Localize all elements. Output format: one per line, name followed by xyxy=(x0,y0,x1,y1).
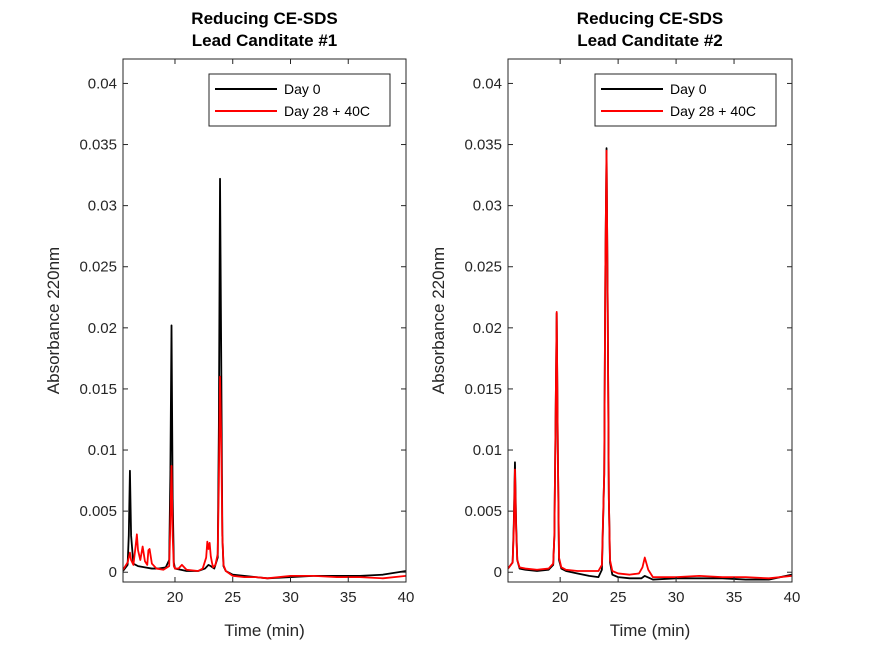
x-tick-label: 25 xyxy=(224,589,241,606)
y-tick-label: 0.035 xyxy=(464,137,502,154)
chart-panel-2: Reducing CE-SDS Lead Canditate #2 20 25 30… xyxy=(429,9,800,640)
y-tick-label: 0.04 xyxy=(473,75,502,92)
y-tick-label: 0.015 xyxy=(79,381,117,398)
x-axis-label: Time (min) xyxy=(610,621,691,640)
y-tick-label: 0.005 xyxy=(79,503,117,520)
legend: Day 0 Day 28 + 40C xyxy=(594,73,777,127)
legend-label-day-0: Day 0 xyxy=(670,81,707,97)
legend: Day 0 Day 28 + 40C xyxy=(208,73,391,127)
legend-label-day-28: Day 28 + 40C xyxy=(284,103,370,119)
x-tick-label: 20 xyxy=(552,589,569,606)
plot-area xyxy=(123,59,406,582)
legend-box xyxy=(208,73,391,127)
legend-label-day-28: Day 28 + 40C xyxy=(670,103,756,119)
y-tick-label: 0.03 xyxy=(88,198,117,215)
plot-area xyxy=(508,59,792,582)
series-line-day-28-40c xyxy=(123,375,406,580)
series-line-day-0 xyxy=(508,147,792,581)
y-tick-label: 0.02 xyxy=(473,320,502,337)
x-tick-label: 40 xyxy=(398,589,415,606)
ticks-layer: 20 25 30 35 40 0 0.005 0.01 0.015 0.02 0.025 0.03 0.… xyxy=(464,59,800,606)
y-tick-label: 0.03 xyxy=(473,198,502,215)
y-tick-label: 0.005 xyxy=(464,503,502,520)
series-layer xyxy=(508,147,792,581)
axes-box xyxy=(122,58,407,583)
x-tick-label: 30 xyxy=(282,589,299,606)
y-tick-label: 0.04 xyxy=(88,75,117,92)
y-axis-label: Absorbance 220nm xyxy=(429,247,448,394)
y-tick-label: 0.01 xyxy=(88,442,117,459)
chart-panel-1: Reducing CE-SDS Lead Canditate #1 20 25 30… xyxy=(44,9,414,640)
ticks-layer: 20 25 30 35 40 0 0.005 0.01 0.015 0.02 0.025 0.03 0.… xyxy=(79,59,414,606)
x-tick-label: 25 xyxy=(610,589,627,606)
x-tick-label: 30 xyxy=(668,589,685,606)
chart-title-line-2: Lead Canditate #2 xyxy=(577,31,723,50)
y-tick-label: 0.02 xyxy=(88,320,117,337)
x-tick-label: 35 xyxy=(340,589,357,606)
x-tick-label: 20 xyxy=(167,589,184,606)
y-tick-label: 0.025 xyxy=(464,259,502,276)
axes-box xyxy=(507,58,793,583)
y-axis-label: Absorbance 220nm xyxy=(44,247,63,394)
y-tick-label: 0.025 xyxy=(79,259,117,276)
chart-title-line-1: Reducing CE-SDS xyxy=(191,9,337,28)
chart-title-line-1: Reducing CE-SDS xyxy=(577,9,723,28)
y-tick-label: 0 xyxy=(109,564,117,581)
y-tick-label: 0.035 xyxy=(79,137,117,154)
series-line-day-28-40c xyxy=(508,149,792,580)
legend-label-day-0: Day 0 xyxy=(284,81,321,97)
legend-box xyxy=(594,73,777,127)
chart-title-line-2: Lead Canditate #1 xyxy=(192,31,338,50)
x-tick-label: 40 xyxy=(784,589,801,606)
y-tick-label: 0.01 xyxy=(473,442,502,459)
series-layer xyxy=(123,177,406,580)
x-axis-label: Time (min) xyxy=(224,621,305,640)
y-tick-label: 0.015 xyxy=(464,381,502,398)
y-tick-label: 0 xyxy=(494,564,502,581)
x-tick-label: 35 xyxy=(726,589,743,606)
